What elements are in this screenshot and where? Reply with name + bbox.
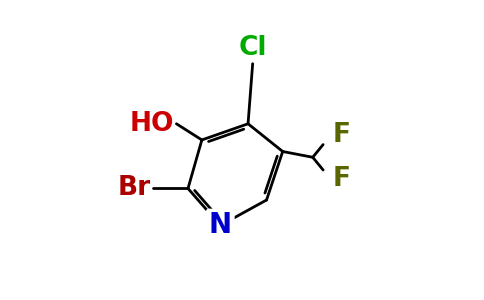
Text: HO: HO (130, 111, 174, 137)
Text: Br: Br (118, 176, 151, 202)
Text: N: N (209, 212, 232, 239)
Text: Cl: Cl (239, 34, 267, 61)
Text: F: F (333, 166, 350, 192)
Text: F: F (333, 122, 350, 148)
